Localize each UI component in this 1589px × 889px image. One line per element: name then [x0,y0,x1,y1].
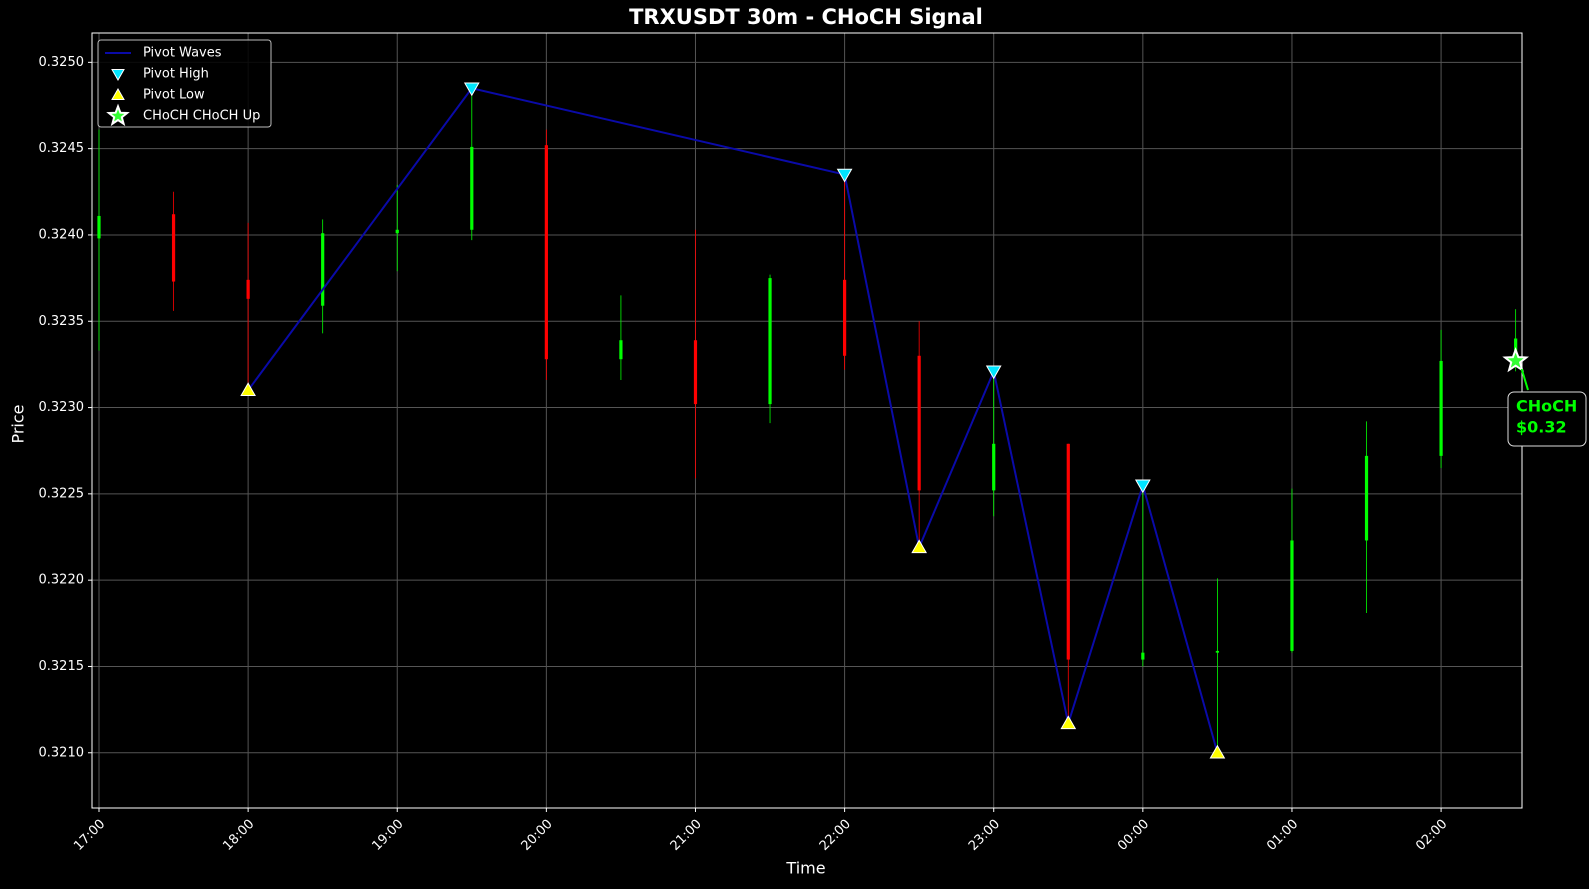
candle-body [97,215,101,239]
candle-body [843,279,847,356]
legend-box [97,39,272,128]
y-tick-label: 0.3220 [39,573,85,588]
candle-body [321,233,325,306]
x-axis-label: Time [785,859,825,878]
candle-body [171,214,176,282]
y-tick-label: 0.3245 [39,141,85,156]
candle-body [1364,455,1369,541]
pivot-high [1134,479,1151,494]
y-tick-label: 0.3215 [39,659,85,674]
candle-body [246,279,250,299]
candle-body [1066,443,1070,660]
candle-body [693,340,698,405]
pivot-low [1060,715,1077,730]
pivot-low [1209,744,1226,759]
candle-body [619,340,623,360]
y-tick-label: 0.3230 [39,400,85,415]
candle-body [395,229,399,234]
y-axis-label: Price [9,404,28,443]
candle-body [1290,540,1294,651]
candle-body [917,355,921,491]
y-tick-label: 0.3235 [39,314,85,329]
choch-star [1502,346,1530,373]
candle-body [768,278,772,405]
candle-body [544,145,548,360]
legend-label: Pivot High [143,67,209,82]
candle-body [470,146,474,230]
pivot-high [985,365,1002,380]
legend-label: Pivot Waves [143,46,222,61]
chart-title: TRXUSDT 30m - CHoCH Signal [629,5,983,29]
pivot-low [911,539,928,554]
y-tick-label: 0.3225 [39,486,85,501]
candle-body [1215,650,1219,653]
pivot-low [240,382,256,397]
candle-body [1439,360,1443,456]
choch-star [106,103,130,127]
pivot-high [463,82,480,97]
pivot-waves [247,87,1219,754]
legend-label: Pivot Low [143,88,205,103]
annotation-arrow [1520,368,1529,391]
y-tick-label: 0.3210 [39,745,85,760]
y-tick-label: 0.3240 [39,227,85,242]
pivot-high [111,69,125,82]
annotation-text: $0.32 [1516,418,1567,437]
candle-body [992,443,996,491]
annotation-text: CHoCH [1516,397,1577,416]
pivot-high [836,168,853,183]
pivot-low [111,87,125,100]
candle-body [1141,652,1145,660]
annotation-box [1507,391,1587,447]
y-tick-label: 0.3250 [39,55,85,70]
legend-label: CHoCH CHoCH Up [143,109,260,124]
